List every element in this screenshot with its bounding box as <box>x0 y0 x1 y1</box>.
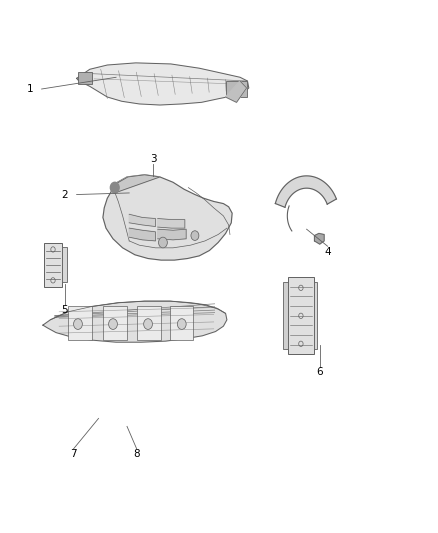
FancyBboxPatch shape <box>283 282 288 349</box>
FancyBboxPatch shape <box>103 306 127 340</box>
Polygon shape <box>158 229 186 240</box>
Circle shape <box>144 319 152 329</box>
Text: 1: 1 <box>26 84 33 94</box>
Polygon shape <box>43 301 227 342</box>
Circle shape <box>177 319 186 329</box>
Polygon shape <box>276 176 336 207</box>
Polygon shape <box>129 228 155 241</box>
Polygon shape <box>226 81 247 102</box>
Polygon shape <box>77 63 249 105</box>
Circle shape <box>191 231 199 240</box>
Text: 7: 7 <box>70 449 77 459</box>
Circle shape <box>109 319 117 329</box>
Polygon shape <box>113 175 160 193</box>
Text: 8: 8 <box>133 449 140 459</box>
Text: 5: 5 <box>61 305 68 315</box>
Polygon shape <box>314 233 324 244</box>
FancyBboxPatch shape <box>226 81 247 97</box>
FancyBboxPatch shape <box>62 247 67 282</box>
FancyBboxPatch shape <box>68 306 92 340</box>
Polygon shape <box>158 219 185 228</box>
Circle shape <box>74 319 82 329</box>
Text: 3: 3 <box>150 154 157 164</box>
FancyBboxPatch shape <box>137 306 161 340</box>
FancyBboxPatch shape <box>314 282 317 349</box>
FancyBboxPatch shape <box>170 306 193 340</box>
Text: 2: 2 <box>61 190 68 199</box>
FancyBboxPatch shape <box>78 72 92 84</box>
FancyBboxPatch shape <box>288 277 314 354</box>
Text: 4: 4 <box>324 247 331 256</box>
Text: 6: 6 <box>316 367 323 377</box>
Polygon shape <box>129 214 155 227</box>
Polygon shape <box>103 175 232 260</box>
Circle shape <box>110 182 119 193</box>
Circle shape <box>159 237 167 248</box>
FancyBboxPatch shape <box>44 243 62 287</box>
